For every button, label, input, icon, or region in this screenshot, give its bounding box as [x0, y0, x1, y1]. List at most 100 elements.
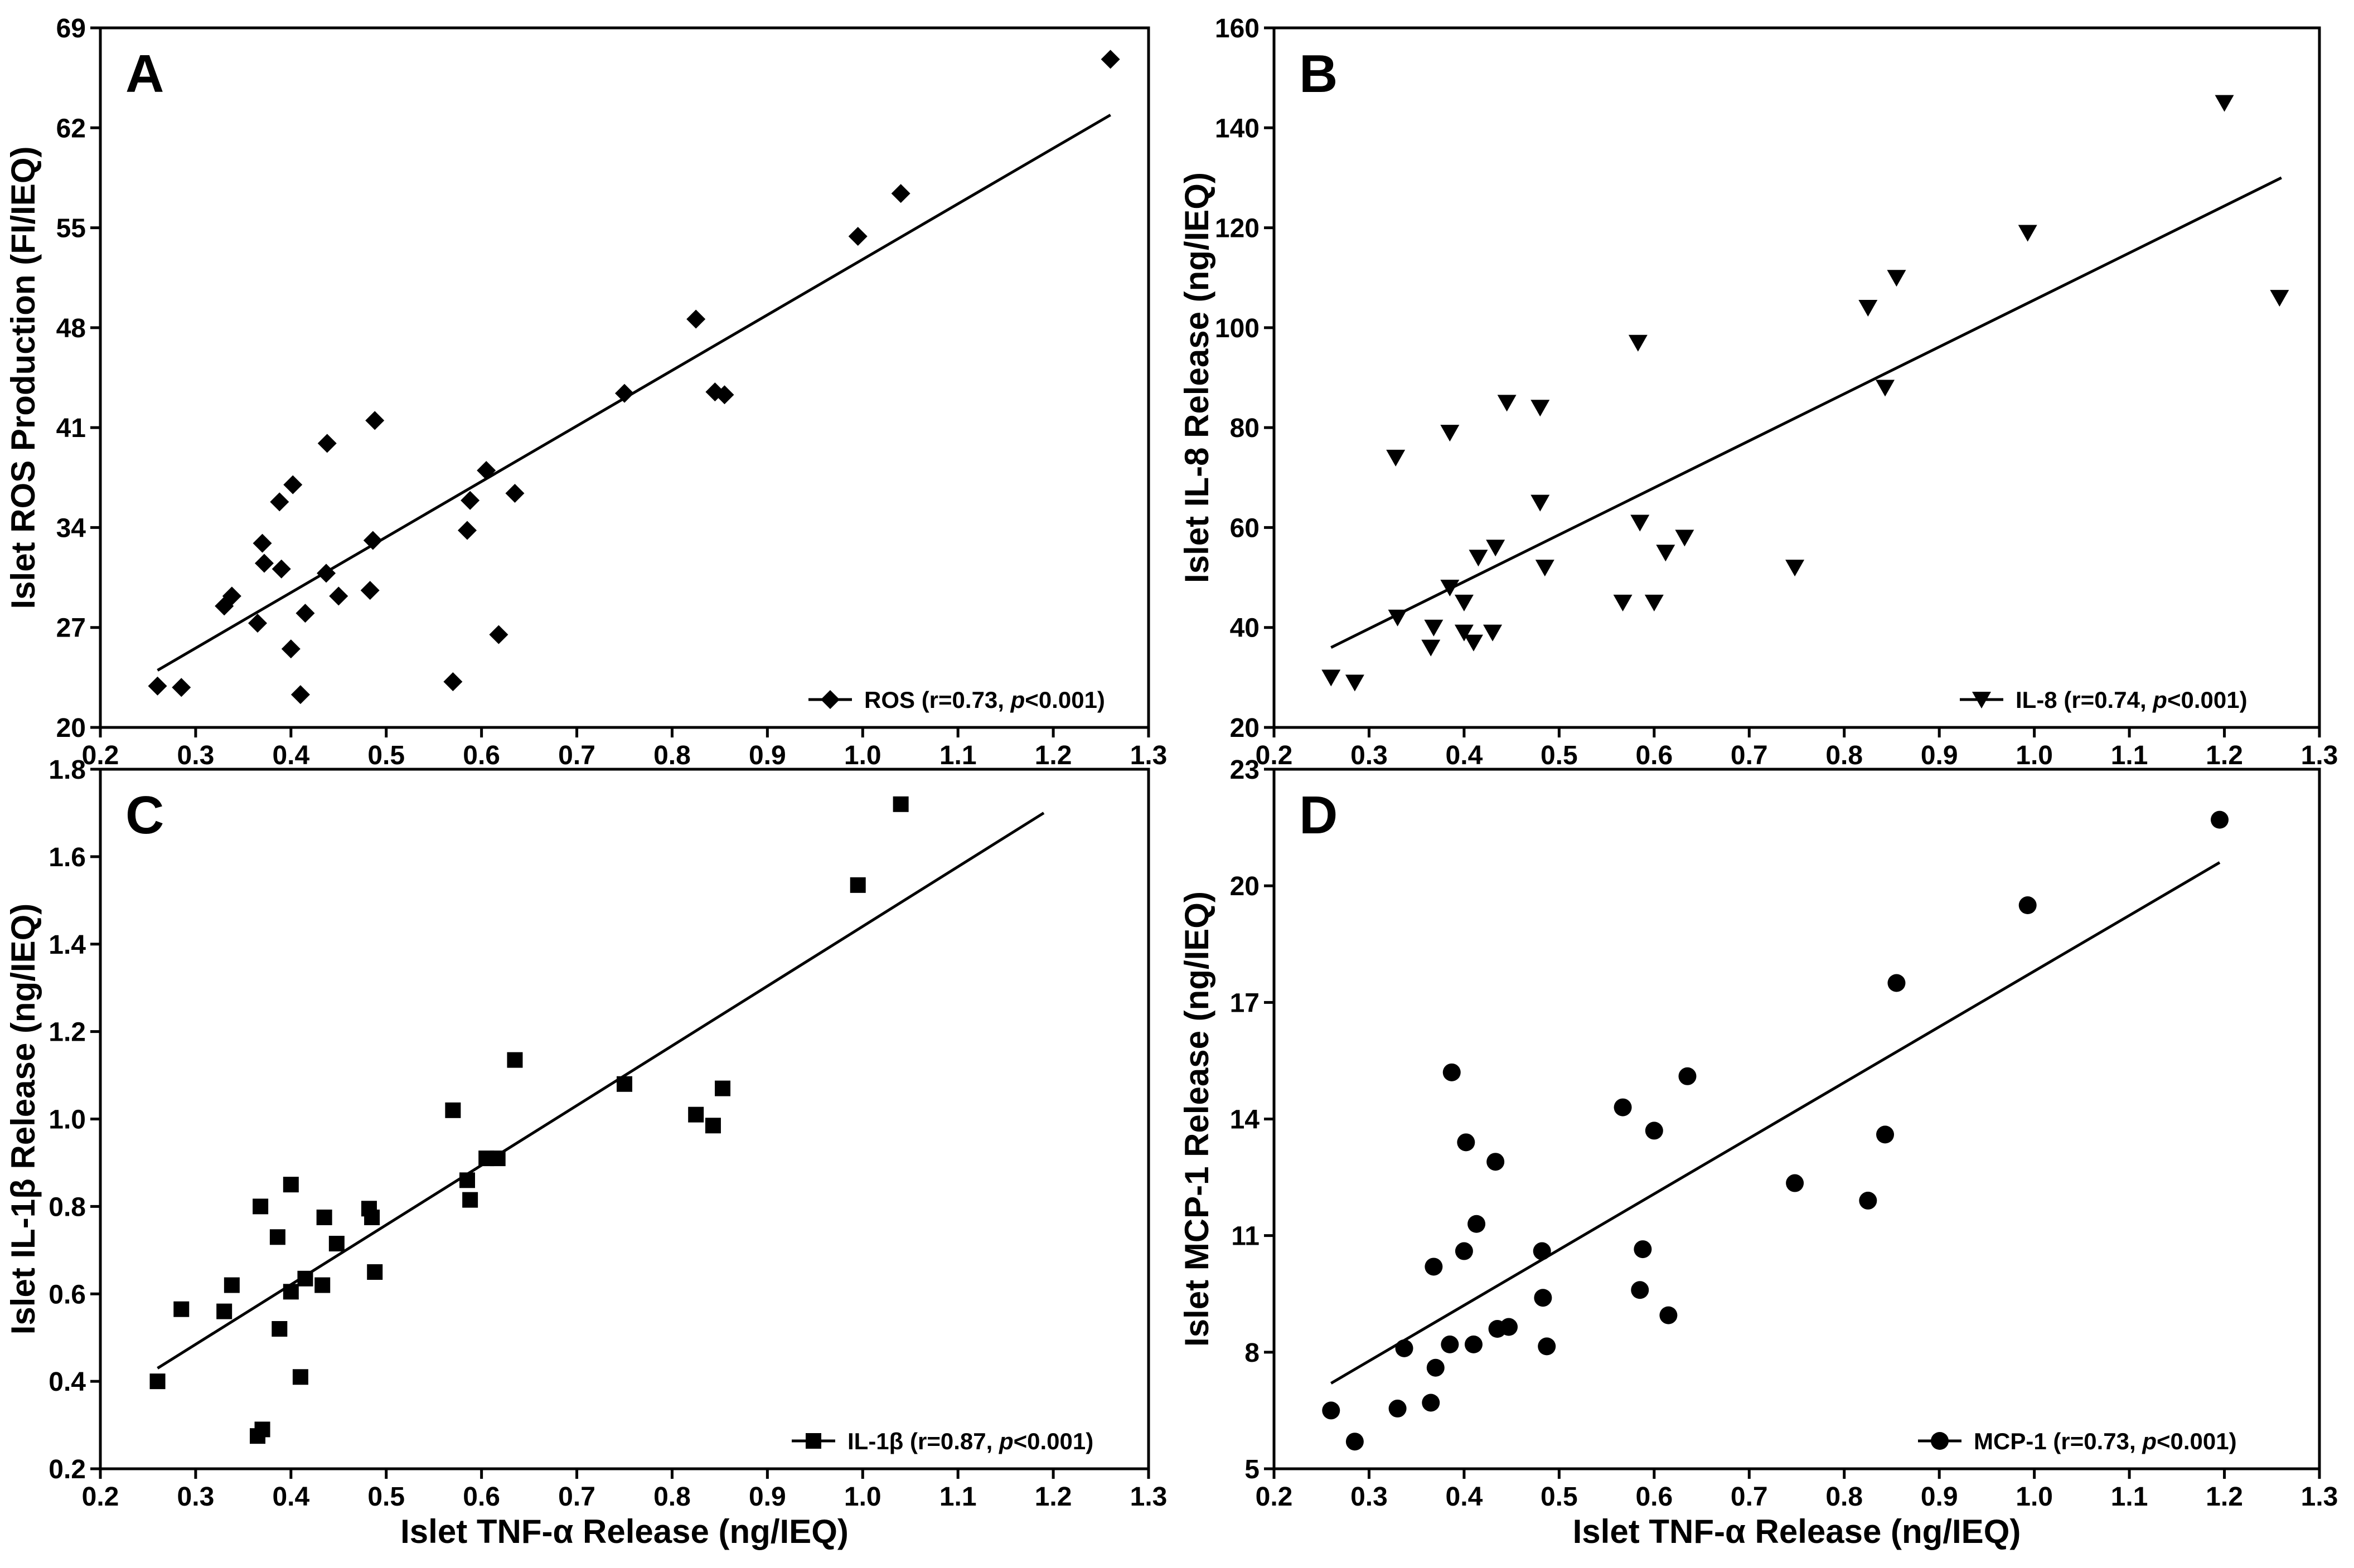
y-tick-label: 80 [1230, 414, 1260, 443]
regression-line [1330, 176, 2282, 649]
data-point [253, 1198, 269, 1215]
regression-line [1330, 861, 2221, 1385]
legend-series-name: MCP-1 [1974, 1428, 2047, 1454]
data-point [272, 559, 291, 579]
axes-ticks: 0.2 0.3 0.4 0.5 0.6 0.7 0.8 0.9 1.0 1.1 1.2 1.3 20 27… [56, 14, 1168, 770]
data-point [705, 1118, 721, 1134]
data-point [1388, 1399, 1407, 1417]
data-point [1786, 1174, 1804, 1192]
data-point [1101, 50, 1120, 69]
legend-p-symbol: p [1010, 687, 1025, 713]
x-tick-label: 0.2 [82, 1482, 119, 1512]
x-tick-label: 1.3 [2301, 1482, 2338, 1512]
regression-line [157, 812, 1045, 1370]
data-point [1483, 624, 1503, 642]
x-axis-title: Islet TNF-α Release (ng/IEQ) [1573, 1513, 2021, 1550]
panel-letter: B [1299, 44, 1338, 104]
data-point [1534, 1289, 1552, 1307]
data-point [893, 796, 909, 812]
x-tick-label: 1.3 [2301, 741, 2338, 770]
y-tick-label: 69 [56, 14, 86, 43]
data-point [1631, 1281, 1649, 1299]
data-point [1530, 400, 1550, 417]
data-point [283, 1177, 299, 1193]
data-point [1858, 300, 1878, 317]
panel-d: 0.2 0.3 0.4 0.5 0.6 0.7 0.8 0.9 1.0 1.1 1.2 1.3 5 8 11… [1178, 755, 2338, 1550]
x-tick-label: 0.2 [82, 741, 119, 770]
axes-ticks: 0.2 0.3 0.4 0.5 0.6 0.7 0.8 0.9 1.0 1.1 1.2 1.3 0.2 0… [49, 755, 1167, 1512]
y-tick-label: 14 [1230, 1105, 1260, 1135]
data-point [364, 1209, 380, 1225]
y-tick-label: 34 [56, 513, 86, 543]
legend-marker-shape [1931, 1432, 1949, 1450]
legend-marker-shape [821, 690, 840, 709]
data-point [2215, 95, 2234, 112]
x-tick-label: 1.2 [1035, 741, 1072, 770]
x-tick-label: 0.3 [1350, 1482, 1388, 1512]
plot-frame [99, 26, 1150, 729]
data-point [1455, 1242, 1473, 1260]
data-point [1395, 1339, 1413, 1357]
data-point [1876, 1125, 1895, 1144]
panel-a: 0.2 0.3 0.4 0.5 0.6 0.7 0.8 0.9 1.0 1.1 1.2 1.3 20 27… [4, 14, 1167, 770]
data-point [1859, 1191, 1877, 1210]
data-point [290, 685, 310, 705]
y-axis-title: Islet MCP-1 Release (ng/IEQ) [1178, 891, 1215, 1347]
y-tick-label: 40 [1230, 614, 1260, 643]
data-point [173, 1301, 190, 1317]
data-point [1500, 1318, 1518, 1336]
data-point [891, 184, 910, 203]
data-point [272, 1321, 288, 1337]
x-tick-label: 0.5 [1541, 741, 1578, 770]
data-point [1535, 560, 1554, 577]
data-point [1441, 1335, 1459, 1353]
data-point [317, 434, 337, 453]
data-point [1530, 494, 1550, 512]
data-point [1321, 669, 1341, 687]
legend-marker-diamond [821, 690, 840, 709]
y-axis-title: Islet IL-1β Release (ng/IEQ) [4, 904, 42, 1335]
x-tick-label: 0.2 [1256, 741, 1293, 770]
legend-p-value: <0.001) [1014, 1428, 1094, 1454]
data-point [224, 1277, 240, 1293]
data-point [686, 309, 706, 329]
x-tick-label: 0.6 [463, 1482, 500, 1512]
data-point [1486, 540, 1505, 557]
x-tick-label: 0.4 [1446, 1482, 1483, 1512]
legend-stats: (r=0.74, [2064, 687, 2153, 713]
legend-stats: (r=0.73, [2053, 1428, 2142, 1454]
data-point [329, 586, 348, 606]
x-tick-label: 1.2 [1035, 1482, 1072, 1512]
x-tick-label: 1.1 [939, 741, 977, 770]
data-point [615, 383, 634, 403]
data-point [1628, 334, 1648, 352]
y-tick-label: 48 [56, 314, 86, 343]
data-point [715, 385, 734, 405]
legend-label: ROS (r=0.73, p<0.001) [864, 687, 1105, 713]
data-point [254, 554, 274, 573]
x-tick-label: 0.6 [1635, 1482, 1673, 1512]
data-point [316, 1209, 332, 1225]
data-point [1876, 380, 1895, 397]
x-tick-label: 0.3 [177, 1482, 215, 1512]
y-tick-label: 1.0 [49, 1105, 86, 1135]
y-tick-label: 120 [1215, 214, 1260, 244]
x-tick-label: 0.9 [1921, 1482, 1958, 1512]
plot-frame [99, 768, 1150, 1470]
x-tick-label: 0.4 [272, 741, 309, 770]
data-point [1887, 974, 1906, 992]
data-point [1467, 1215, 1486, 1233]
panel-b: 0.2 0.3 0.4 0.5 0.6 0.7 0.8 0.9 1.0 1.1 1.2 1.3 20 40… [1178, 14, 2338, 770]
x-tick-label: 1.0 [2016, 1482, 2053, 1512]
data-point [269, 1229, 285, 1245]
data-point [1386, 449, 1406, 467]
legend-marker-triangle [1972, 692, 1991, 708]
x-tick-label: 1.2 [2206, 741, 2243, 770]
x-tick-label: 0.5 [367, 1482, 405, 1512]
data-point [281, 639, 301, 659]
data-point [477, 460, 496, 480]
x-tick-label: 0.8 [1825, 1482, 1863, 1512]
legend-stats: (r=0.73, [922, 687, 1011, 713]
data-point [1422, 1394, 1440, 1412]
panel-letter: D [1299, 785, 1338, 845]
